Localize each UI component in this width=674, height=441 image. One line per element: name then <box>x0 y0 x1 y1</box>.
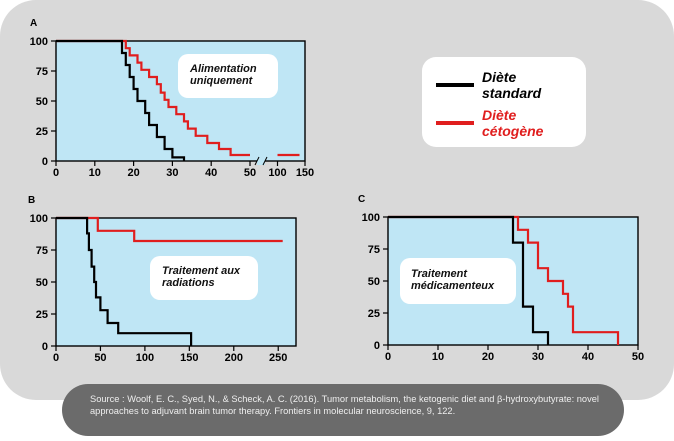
panel-a-xtick-label-30: 30 <box>166 167 178 179</box>
panel-a-letter: A <box>30 18 37 29</box>
legend-swatch-ketogenic <box>436 121 474 125</box>
panel-a-series-standard <box>56 39 186 161</box>
panel-a-xtick-label-50: 50 <box>244 167 256 179</box>
legend-swatch-standard <box>436 83 474 87</box>
panel-c-series-ketogenic <box>388 215 620 345</box>
legend-item-standard: Diète standard <box>436 69 562 101</box>
panel-b-xtick-label-100: 100 <box>136 352 154 364</box>
panel-c-xtick-label-50: 50 <box>632 351 644 363</box>
legend: Diète standard Diète cétogène <box>422 57 586 147</box>
panel-a-axis-break-mark-left <box>254 156 260 166</box>
panel-c-ytick-label-100: 100 <box>362 212 380 224</box>
panel-b-ytick-label-100: 100 <box>30 213 48 225</box>
annotation-panel-b: Traitement aux radiations <box>150 256 258 300</box>
panel-b-xtick-label-250: 250 <box>269 352 287 364</box>
panel-a-xtick-label-10: 10 <box>89 167 101 179</box>
panel-a-xtick-label-40: 40 <box>205 167 217 179</box>
panel-c-series-standard <box>388 215 550 345</box>
panel-a-axis-break-mark-right <box>262 156 268 166</box>
panel-b-ytick-label-25: 25 <box>36 309 48 321</box>
panel-c-ytick-label-0: 0 <box>374 340 380 352</box>
panel-b-ytick-label-0: 0 <box>42 341 48 353</box>
panel-c-xtick-label-20: 20 <box>482 351 494 363</box>
panel-a-ytick-label-50: 50 <box>36 96 48 108</box>
panel-a-axis-break-gap <box>257 159 265 165</box>
panel-a-series-ketogenic <box>56 39 300 157</box>
annotation-panel-c: Traitement médicamenteux <box>400 258 516 304</box>
panel-b-ytick-label-75: 75 <box>36 245 48 257</box>
panel-a-ytick-label-0: 0 <box>42 156 48 168</box>
legend-label-standard: Diète standard <box>482 69 542 101</box>
panel-c-ytick-label-50: 50 <box>368 276 380 288</box>
panel-c-letter: C <box>358 194 365 205</box>
panel-c-xtick-label-30: 30 <box>532 351 544 363</box>
panel-b-ytick-label-50: 50 <box>36 277 48 289</box>
panel-a-xtick-label-0: 0 <box>53 167 59 179</box>
panel-a-xtick-label-100: 100 <box>268 167 286 179</box>
panel-b-series-ketogenic <box>56 216 283 243</box>
panel-b-xtick-label-150: 150 <box>180 352 198 364</box>
legend-label-ketogenic: Diète cétogène <box>482 107 544 139</box>
panel-b-series-standard <box>56 216 193 346</box>
panel-a-ytick-label-100: 100 <box>30 36 48 48</box>
legend-item-ketogenic: Diète cétogène <box>436 107 562 139</box>
annotation-panel-a: Alimentation uniquement <box>178 54 278 98</box>
panel-b-xtick-label-50: 50 <box>94 352 106 364</box>
panel-c-xtick-label-0: 0 <box>385 351 391 363</box>
panel-c-xtick-label-40: 40 <box>582 351 594 363</box>
panel-c-ytick-label-75: 75 <box>368 244 380 256</box>
panel-a-ytick-label-25: 25 <box>36 126 48 138</box>
panel-b-letter: B <box>28 195 35 206</box>
panel-c-xtick-label-10: 10 <box>432 351 444 363</box>
panel-a-xtick-label-20: 20 <box>127 167 139 179</box>
panel-a-xtick-label-150: 150 <box>296 167 314 179</box>
panel-b-xtick-label-0: 0 <box>53 352 59 364</box>
panel-b-xtick-label-200: 200 <box>225 352 243 364</box>
panel-c-ytick-label-25: 25 <box>368 308 380 320</box>
source-citation: Source : Woolf, E. C., Syed, N., & Schec… <box>62 384 624 436</box>
panel-a-ytick-label-75: 75 <box>36 66 48 78</box>
